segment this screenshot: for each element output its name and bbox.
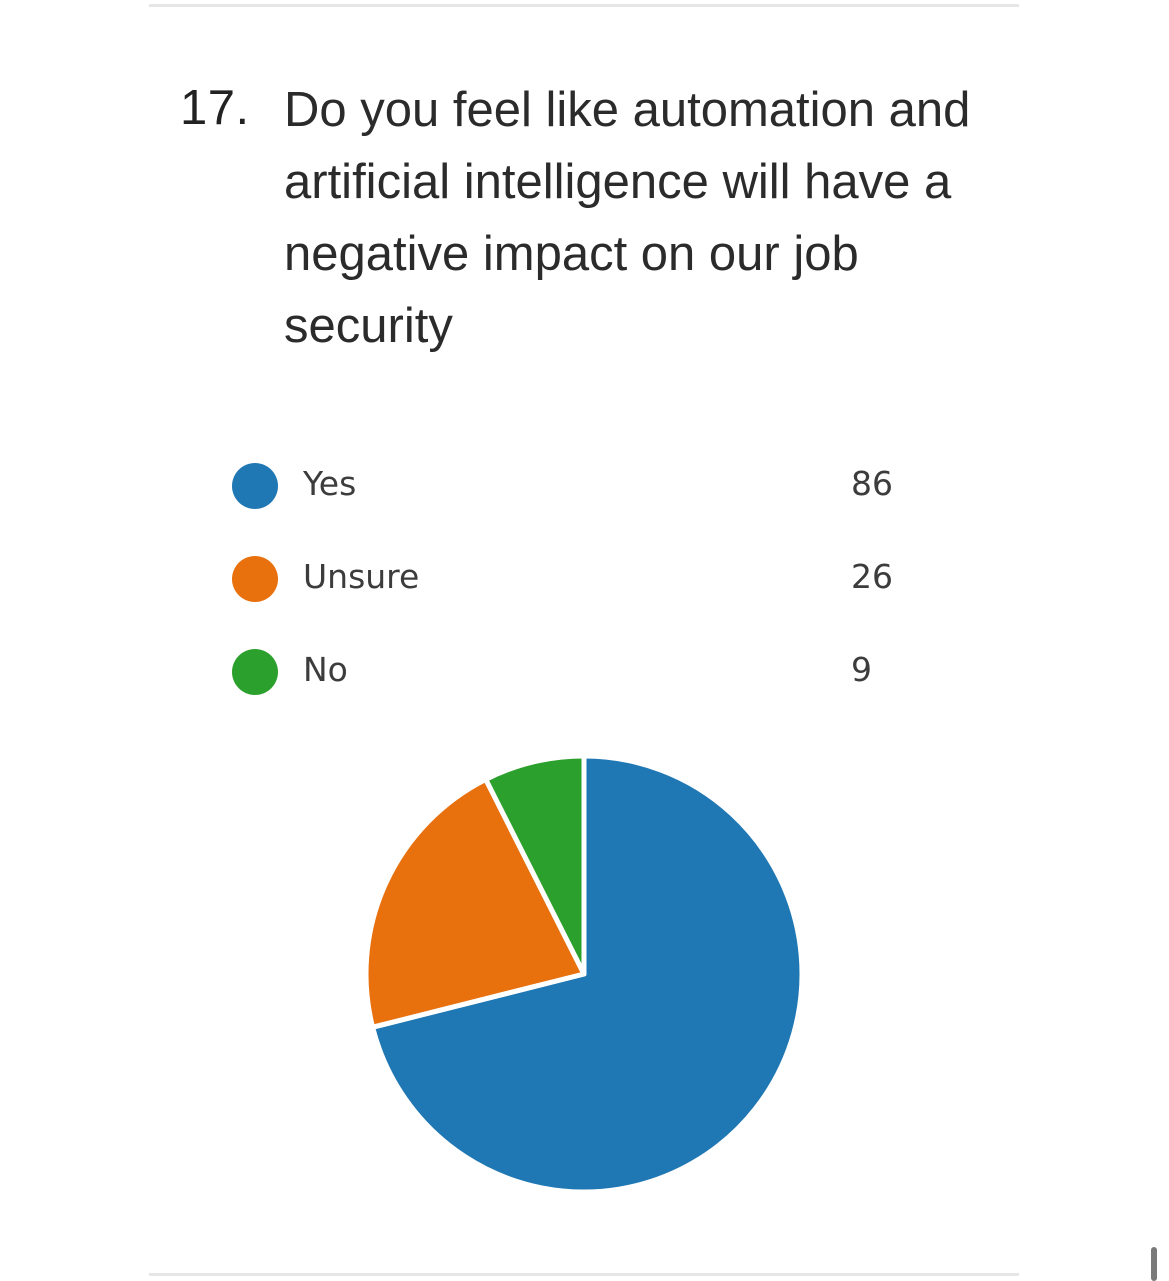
top-divider [149, 4, 1019, 7]
pie-slice-unsure[interactable] [363, 776, 587, 1030]
question-title: Do you feel like automation and artifici… [284, 83, 971, 353]
legend-dot-unsure [232, 556, 278, 602]
legend-label-unsure: Unsure [303, 557, 420, 596]
bottom-divider [149, 1273, 1019, 1276]
legend-dot-yes [232, 463, 278, 509]
legend-item-unsure: Unsure 26 [232, 553, 932, 646]
legend-item-no: No 9 [232, 646, 932, 739]
pie-slice-yes[interactable] [370, 753, 805, 1195]
scroll-indicator[interactable] [1151, 1247, 1157, 1281]
legend-count-no: 9 [851, 650, 872, 689]
legend-count-unsure: 26 [851, 557, 893, 596]
legend-dot-no [232, 649, 278, 695]
chart-legend: Yes 86 Unsure 26 No 9 [232, 460, 932, 739]
question-number: 17. [180, 81, 250, 135]
legend-count-yes: 86 [851, 464, 893, 503]
pie-chart [363, 753, 805, 1195]
legend-label-yes: Yes [303, 464, 357, 503]
legend-item-yes: Yes 86 [232, 460, 932, 553]
pie-slice-no[interactable] [483, 753, 587, 977]
legend-label-no: No [303, 650, 348, 689]
pie-chart-container [360, 750, 808, 1198]
